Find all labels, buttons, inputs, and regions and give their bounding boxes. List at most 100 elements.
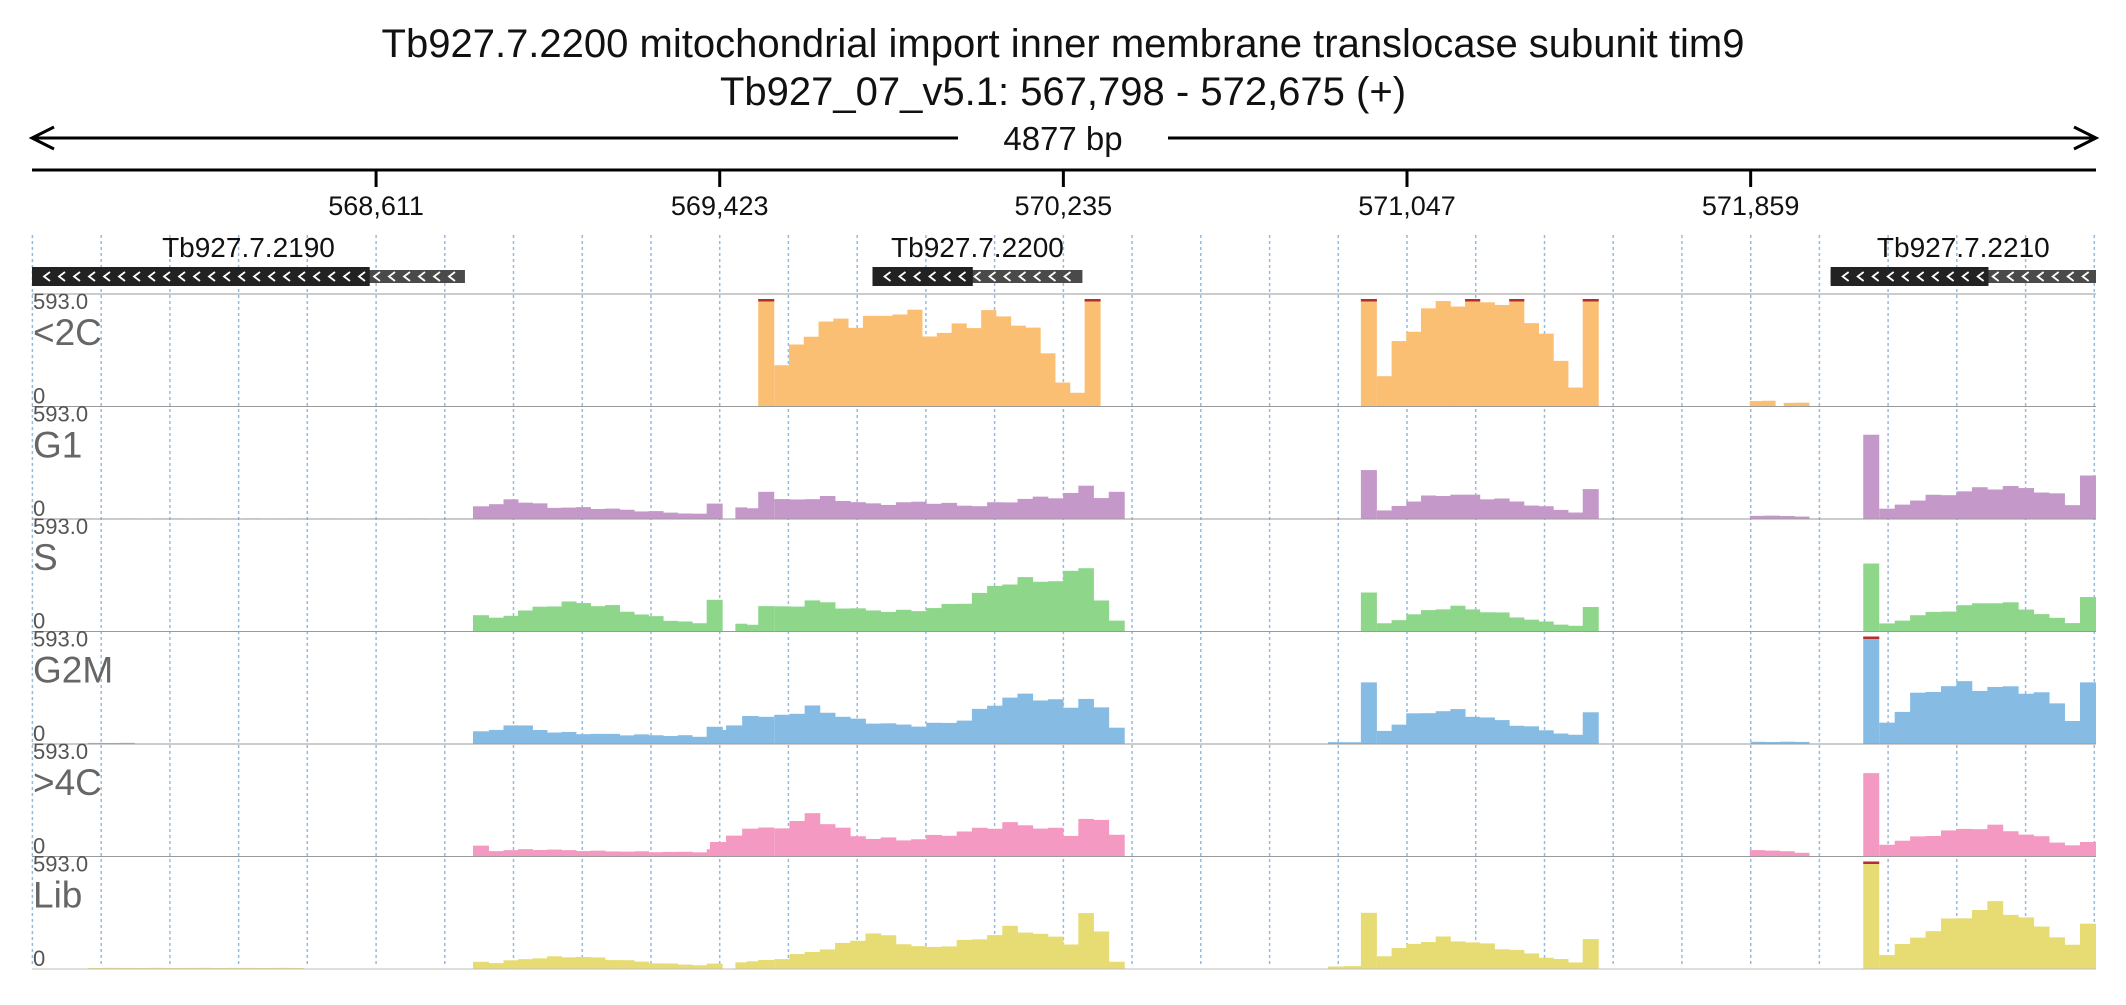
coverage-segment <box>1863 636 2096 744</box>
coverage-bar <box>2002 602 2019 632</box>
tick-label: 570,235 <box>1015 191 1113 221</box>
coverage-bar <box>1078 485 1094 519</box>
coverage-bar <box>1863 773 1880 857</box>
coverage-bar <box>1494 304 1510 407</box>
coverage-bar <box>692 513 708 519</box>
coverage-bar <box>1376 376 1392 407</box>
coverage-bar <box>850 718 866 744</box>
coverage-bar <box>835 942 851 969</box>
coverage-bar <box>1327 742 1345 744</box>
coverage-bar <box>895 944 912 969</box>
coverage-bar <box>1327 966 1345 969</box>
coverage-bar <box>1764 850 1780 857</box>
coverage-segment <box>1863 773 2096 857</box>
coverage-bar <box>926 608 942 632</box>
coverage-bar <box>1925 494 1942 519</box>
coverage-bar <box>503 725 519 744</box>
coverage-bar <box>1894 620 1911 632</box>
coverage-bar <box>819 949 836 969</box>
coverage-bar <box>472 615 489 632</box>
coverage-bar <box>1047 936 1064 969</box>
coverage-bar <box>1523 726 1540 744</box>
coverage-bar <box>1910 692 1926 744</box>
coverage-bar <box>1971 829 1988 857</box>
coverage-bar <box>518 725 533 744</box>
coverage-bar <box>1391 341 1407 407</box>
coverage-bar <box>1002 822 1018 857</box>
track-G1: 593.0G1 0 <box>32 402 2096 521</box>
coverage-bar <box>709 729 727 744</box>
coverage-bar <box>1078 698 1094 744</box>
coverage-bar <box>663 620 679 632</box>
coverage-bar <box>2049 937 2065 969</box>
coverage-bar <box>180 967 197 969</box>
coverage-bar <box>2002 831 2019 857</box>
coverage-bar <box>1794 852 1810 857</box>
gene-Tb927.7.2190[interactable]: Tb927.7.2190 <box>32 232 465 286</box>
coverage-bar <box>1494 720 1510 744</box>
coverage-bar <box>576 734 591 744</box>
coverage-segment <box>1783 402 1810 407</box>
coverage-bar <box>2049 493 2065 519</box>
coverage-bar <box>118 742 135 744</box>
coverage-bar <box>1108 727 1125 744</box>
coverage-bar <box>926 722 942 744</box>
coverage-bar <box>561 957 577 969</box>
coverage-bar <box>2018 834 2035 857</box>
coverage-bar <box>1017 932 1034 969</box>
coverage-segment <box>1327 966 1362 969</box>
coverage-bar <box>1420 713 1437 744</box>
coverage-bar <box>941 946 958 969</box>
track-ymin-label: 0 <box>33 384 45 409</box>
coverage-bar <box>1494 949 1510 969</box>
coverage-bar <box>880 504 897 519</box>
coverage-bar <box>1796 402 1810 407</box>
coverage-bar <box>1420 495 1437 519</box>
coverage-segment <box>709 716 759 744</box>
coverage-bar <box>1078 568 1094 632</box>
gene-Tb927.7.2210[interactable]: Tb927.7.2210 <box>1830 232 2096 286</box>
coverage-bar <box>746 961 759 969</box>
coverage-bar <box>1568 962 1584 969</box>
coverage-bar <box>789 954 806 969</box>
coverage-bar <box>576 956 591 969</box>
coverage-bar <box>1047 581 1064 632</box>
coverage-bar <box>1047 827 1064 857</box>
coverage-bar <box>532 958 548 969</box>
coverage-bar <box>1093 931 1110 969</box>
coverage-bar <box>1910 836 1926 857</box>
coverage-bar <box>1078 818 1094 857</box>
coverage-bar <box>103 967 120 969</box>
coverage-bar <box>804 499 821 519</box>
coverage-bar <box>1941 918 1957 969</box>
coverage-bar <box>835 716 851 744</box>
coverage-bar <box>1783 402 1797 407</box>
coverage-bar <box>590 606 606 632</box>
coverage-bar <box>1971 690 1988 744</box>
coverage-bar <box>1450 941 1466 969</box>
gene-label: Tb927.7.2190 <box>162 232 335 263</box>
coverage-bar <box>789 821 806 857</box>
coverage-bar <box>1450 605 1466 632</box>
coverage-bar <box>895 724 912 744</box>
coverage-bar <box>1762 400 1776 407</box>
coverage-bar <box>911 946 927 969</box>
coverage-segment <box>735 623 759 632</box>
clip-marker <box>1582 299 1599 302</box>
coverage-bar <box>619 735 635 744</box>
track-ymax-label: 593.0 <box>33 852 88 877</box>
coverage-bar <box>648 852 664 857</box>
coverage-bar <box>1406 614 1422 632</box>
coverage-bar <box>619 509 635 519</box>
coverage-bar <box>2080 475 2096 519</box>
coverage-bar <box>2033 836 2050 857</box>
coverage-bar <box>2033 692 2050 744</box>
coverage-bar <box>1002 502 1018 519</box>
coverage-bar <box>605 851 620 857</box>
coverage-bar <box>706 599 723 632</box>
coverage-bar <box>1040 353 1056 407</box>
coverage-bar <box>1450 306 1466 407</box>
gene-Tb927.7.2200[interactable]: Tb927.7.2200 <box>872 232 1083 286</box>
coverage-bar <box>1360 470 1377 519</box>
gene-title: Tb927.7.2200 mitochondrial import inner … <box>382 22 1745 66</box>
